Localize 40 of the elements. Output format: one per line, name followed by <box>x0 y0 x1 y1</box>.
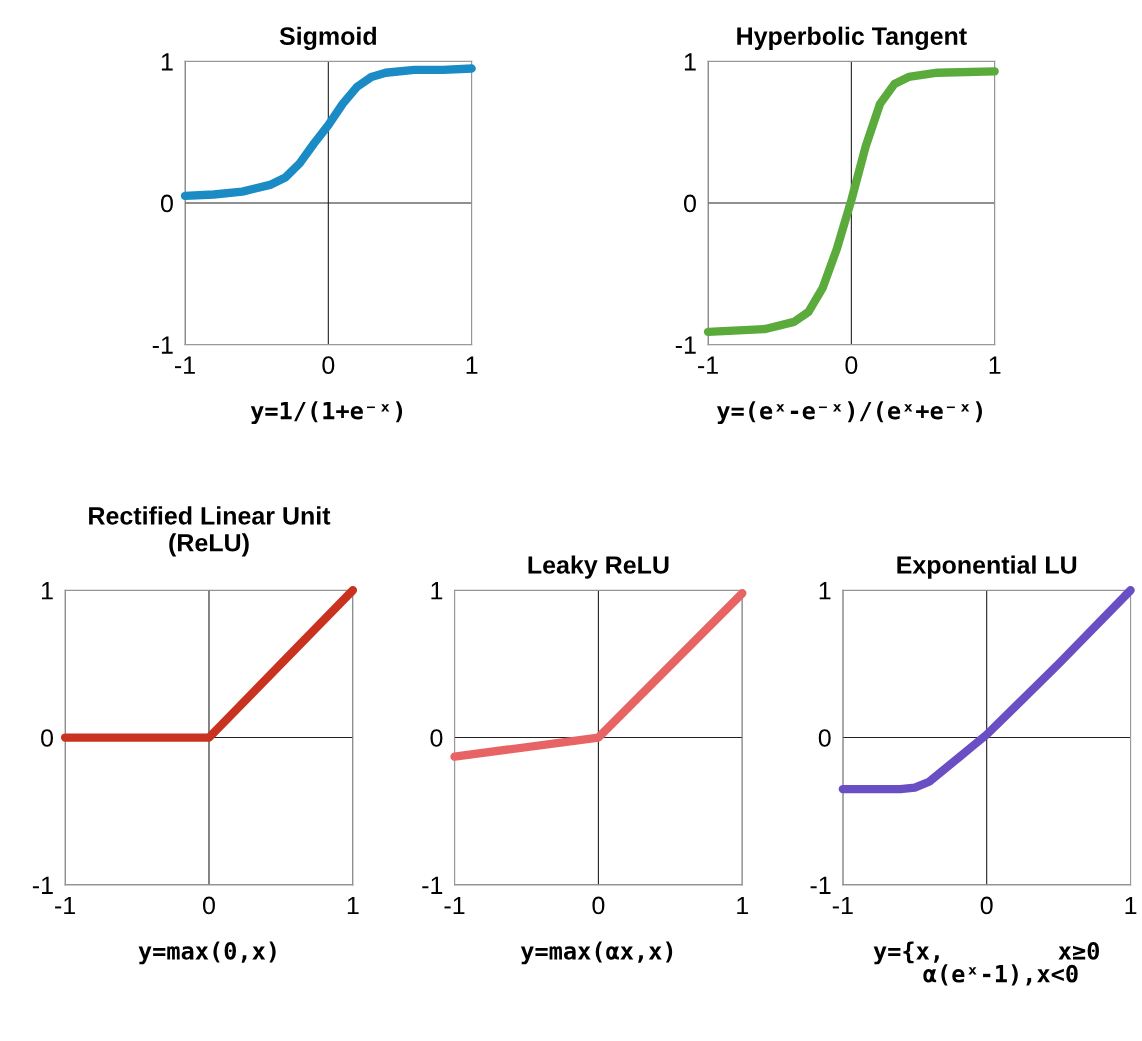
x-tick-label: 0 <box>322 356 335 375</box>
x-axis-title: y={x, x≥0 α(eˣ-1),x<0 <box>873 941 1099 986</box>
x-tick-label: 1 <box>989 356 1001 374</box>
y-tick-label: 1 <box>684 53 696 71</box>
y-tick-label: -1 <box>422 876 443 894</box>
y-tick-label: 0 <box>818 729 831 747</box>
y-tick-label: 1 <box>41 582 53 600</box>
chart-title: Exponential LU <box>897 555 1077 579</box>
y-tick-label: 0 <box>430 729 443 747</box>
x-tick-label: 1 <box>1125 896 1137 915</box>
y-tick-label: 0 <box>41 729 54 747</box>
x-tick-label: 0 <box>592 896 605 915</box>
y-tick-label: -1 <box>32 876 53 894</box>
x-axis-title: y=max(αx,x) <box>520 941 673 965</box>
chart-title: Leaky ReLU <box>528 555 669 579</box>
y-tick-label: 1 <box>161 53 173 71</box>
y-tick-label: 1 <box>431 582 443 600</box>
chart-title: Sigmoid <box>279 26 376 51</box>
chart-title: Rectified Linear Unit (ReLU) <box>89 506 331 557</box>
x-axis-title: y=(eˣ-e⁻ˣ)/(eˣ+e⁻ˣ) <box>717 401 982 425</box>
x-tick-label: 1 <box>347 896 359 915</box>
y-tick-label: 0 <box>160 194 173 213</box>
y-tick-label: -1 <box>152 336 173 354</box>
x-tick-label: -1 <box>175 356 195 374</box>
x-tick-label: -1 <box>832 896 853 915</box>
y-tick-label: 1 <box>819 582 831 600</box>
x-tick-label: 1 <box>466 356 478 374</box>
x-tick-label: -1 <box>698 356 718 374</box>
x-tick-label: 1 <box>737 896 749 915</box>
x-tick-label: -1 <box>55 896 75 915</box>
x-tick-label: 0 <box>980 896 993 915</box>
y-tick-label: -1 <box>810 876 831 894</box>
x-tick-label: 0 <box>203 896 215 915</box>
y-tick-label: -1 <box>675 336 696 354</box>
x-axis-title: y=max(0,x) <box>138 941 276 965</box>
x-axis-title: y=1/(1+e⁻ˣ) <box>250 401 403 425</box>
y-tick-label: 0 <box>684 194 696 213</box>
x-tick-label: -1 <box>444 896 465 915</box>
x-tick-label: 0 <box>845 356 858 375</box>
chart-title: Hyperbolic Tangent <box>737 26 967 51</box>
